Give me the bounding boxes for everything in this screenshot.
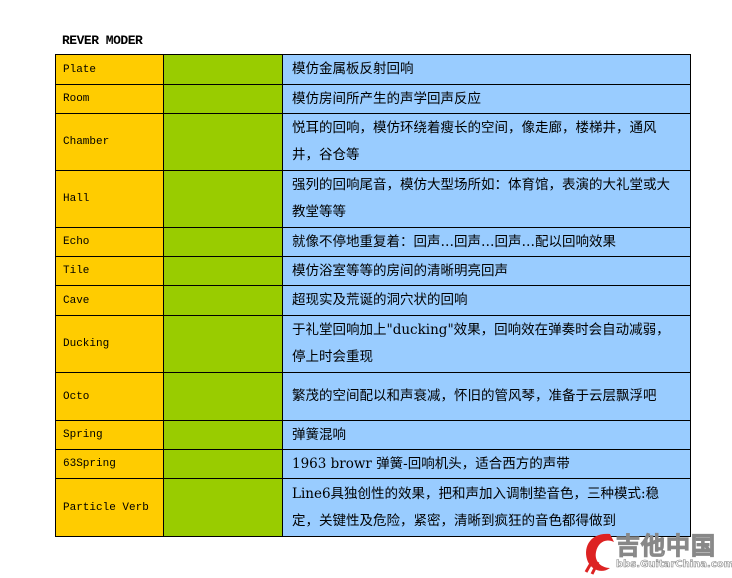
- blank-cell: [163, 285, 283, 316]
- mode-name: Plate: [55, 54, 164, 85]
- blank-cell: [163, 227, 283, 257]
- table-row: Room 模仿房间所产生的声学回声反应: [55, 84, 691, 114]
- mode-description: 繁茂的空间配以和声衰减，怀旧的管风琴，准备于云层飘浮吧: [282, 372, 691, 421]
- mode-description: 强列的回响尾音，模仿大型场所如：体育馆，表演的大礼堂或大教堂等等: [282, 170, 691, 228]
- mode-description: 就像不停地重复着：回声…回声…回声…配以回响效果: [282, 227, 691, 257]
- table-row: Spring 弹簧混响: [55, 420, 691, 450]
- mode-description: 悦耳的回响，模仿环绕着瘦长的空间，像走廊，楼梯井，通风井，谷仓等: [282, 113, 691, 171]
- mode-name: Cave: [55, 285, 164, 316]
- blank-cell: [163, 449, 283, 479]
- table-row: 63Spring 1963 browr 弹簧-回响机头，适合西方的声带: [55, 449, 691, 479]
- blank-cell: [163, 113, 283, 171]
- table-row: Echo 就像不停地重复着：回声…回声…回声…配以回响效果: [55, 227, 691, 257]
- table-row: Particle Verb Line6具独创性的效果，把和声加入调制垫音色，三种模…: [55, 478, 691, 537]
- table-row: Plate 模仿金属板反射回响: [55, 54, 691, 85]
- blank-cell: [163, 315, 283, 373]
- mode-name: Room: [55, 84, 164, 114]
- blank-cell: [163, 256, 283, 286]
- dragon-icon: [584, 533, 614, 575]
- mode-name: Particle Verb: [55, 478, 164, 537]
- table-row: Ducking 于礼堂回响加上"ducking"效果，回响效在弹奏时会自动减弱，停…: [55, 315, 691, 373]
- reverb-modes-table: Plate 模仿金属板反射回响 Room 模仿房间所产生的声学回声反应 Chamber 悦…: [55, 54, 691, 537]
- table-row: Tile 模仿浴室等等的房间的清晰明亮回声: [55, 256, 691, 286]
- mode-name: Ducking: [55, 315, 164, 373]
- mode-name: Chamber: [55, 113, 164, 171]
- blank-cell: [163, 478, 283, 537]
- blank-cell: [163, 372, 283, 421]
- mode-name: Hall: [55, 170, 164, 228]
- mode-name: Spring: [55, 420, 164, 450]
- table-row: Hall 强列的回响尾音，模仿大型场所如：体育馆，表演的大礼堂或大教堂等等: [55, 170, 691, 228]
- table-row: Octo 繁茂的空间配以和声衰减，怀旧的管风琴，准备于云层飘浮吧: [55, 372, 691, 421]
- mode-name: Octo: [55, 372, 164, 421]
- mode-description: 于礼堂回响加上"ducking"效果，回响效在弹奏时会自动减弱，停上时会重现: [282, 315, 691, 373]
- mode-description: 模仿浴室等等的房间的清晰明亮回声: [282, 256, 691, 286]
- watermark-logo: 吉他中国 bbs.GuitarChina.com: [580, 526, 732, 576]
- mode-description: 超现实及荒诞的洞穴状的回响: [282, 285, 691, 316]
- section-title: REVER MODER: [62, 33, 143, 48]
- mode-name: 63Spring: [55, 449, 164, 479]
- table-row: Cave 超现实及荒诞的洞穴状的回响: [55, 285, 691, 316]
- mode-description: 模仿金属板反射回响: [282, 54, 691, 85]
- watermark-text: 吉他中国: [616, 532, 716, 561]
- mode-description: 弹簧混响: [282, 420, 691, 450]
- mode-description: 1963 browr 弹簧-回响机头，适合西方的声带: [282, 449, 691, 479]
- table-row: Chamber 悦耳的回响，模仿环绕着瘦长的空间，像走廊，楼梯井，通风井，谷仓等: [55, 113, 691, 171]
- blank-cell: [163, 84, 283, 114]
- blank-cell: [163, 54, 283, 85]
- mode-description: Line6具独创性的效果，把和声加入调制垫音色，三种模式:稳定，关键性及危险，紧…: [282, 478, 691, 537]
- mode-description: 模仿房间所产生的声学回声反应: [282, 84, 691, 114]
- mode-name: Echo: [55, 227, 164, 257]
- watermark-url: bbs.GuitarChina.com: [616, 559, 732, 571]
- mode-name: Tile: [55, 256, 164, 286]
- blank-cell: [163, 170, 283, 228]
- blank-cell: [163, 420, 283, 450]
